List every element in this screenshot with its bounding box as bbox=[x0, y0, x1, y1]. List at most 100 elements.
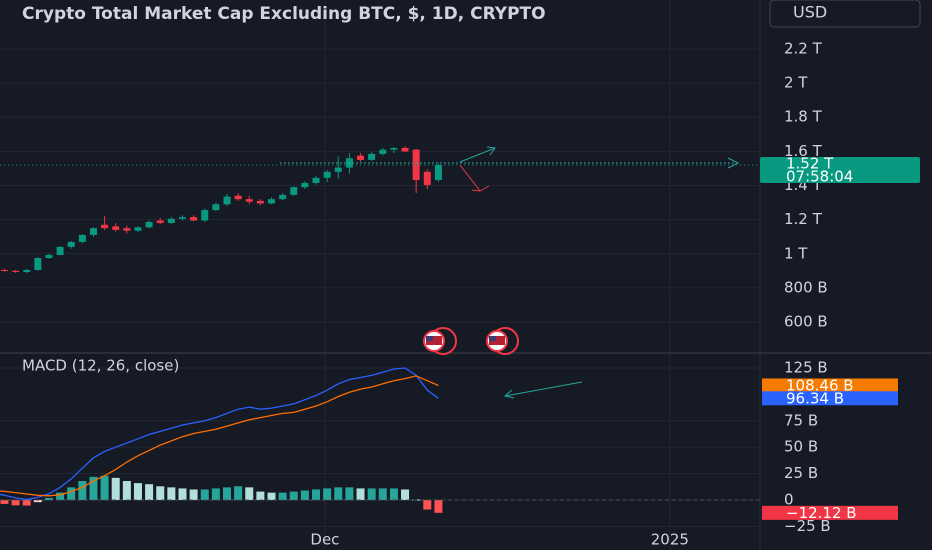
histogram-bar bbox=[378, 488, 387, 501]
histogram-bar bbox=[11, 500, 20, 506]
value-badge bbox=[762, 391, 898, 406]
histogram-bar bbox=[0, 500, 9, 504]
candle-body bbox=[268, 199, 276, 204]
histogram-bar bbox=[234, 486, 243, 501]
histogram-bar bbox=[256, 491, 265, 501]
candle-body bbox=[334, 167, 342, 172]
histogram-bar bbox=[267, 492, 276, 501]
y-tick-label: 1.6 T bbox=[784, 142, 823, 160]
candle-body bbox=[368, 153, 376, 160]
histogram-bar bbox=[323, 488, 332, 501]
candle-body bbox=[190, 217, 198, 221]
histogram-bar bbox=[67, 487, 76, 501]
histogram-bar bbox=[423, 500, 432, 510]
histogram-bar bbox=[189, 489, 198, 501]
candle-body bbox=[379, 149, 387, 154]
histogram-bar bbox=[133, 483, 142, 501]
histogram-bar bbox=[245, 487, 254, 501]
candle-body bbox=[134, 227, 142, 231]
histogram-bar bbox=[356, 488, 365, 501]
candle-body bbox=[234, 195, 242, 200]
y-tick-label: 800 B bbox=[784, 278, 828, 296]
indicator-title: MACD (12, 26, close) bbox=[22, 357, 179, 375]
histogram-bar bbox=[56, 492, 65, 501]
currency-button[interactable] bbox=[769, 0, 921, 28]
currency-label[interactable]: USD bbox=[793, 3, 827, 22]
candle-body bbox=[145, 222, 153, 228]
histogram-bar bbox=[100, 475, 109, 501]
candle-body bbox=[312, 177, 320, 183]
candle-body bbox=[67, 241, 75, 247]
y-tick-label: 2.2 T bbox=[784, 39, 823, 57]
y-tick-label: 1.8 T bbox=[784, 108, 823, 126]
drawn-arrow-down bbox=[459, 164, 481, 192]
candle-body bbox=[112, 226, 120, 230]
histogram-bar bbox=[167, 487, 176, 501]
value-badge-label: −12.12 B bbox=[786, 504, 857, 522]
histogram-bar bbox=[367, 488, 376, 501]
histogram-bar bbox=[300, 490, 309, 501]
histogram-bar bbox=[434, 500, 443, 513]
histogram-bar bbox=[278, 492, 287, 501]
value-badge-label: 108.46 B bbox=[786, 376, 854, 394]
candle-body bbox=[212, 204, 220, 211]
histogram-bar bbox=[312, 489, 321, 501]
candle-body bbox=[78, 234, 86, 242]
y-tick-label: 1 T bbox=[784, 244, 808, 262]
histogram-bar bbox=[178, 488, 187, 501]
value-badge bbox=[762, 378, 898, 393]
candle-body bbox=[123, 228, 131, 231]
candle-body bbox=[357, 155, 365, 160]
event-flag[interactable] bbox=[423, 327, 457, 355]
candle-body bbox=[56, 246, 64, 255]
candle-body bbox=[34, 258, 42, 270]
y-tick-label: −25 B bbox=[784, 517, 831, 535]
candle-body bbox=[178, 217, 186, 219]
event-flag[interactable] bbox=[486, 327, 519, 355]
candle-body bbox=[101, 224, 109, 229]
candle-body bbox=[45, 254, 53, 259]
y-tick-label: 0 bbox=[784, 491, 794, 509]
candle-body bbox=[201, 210, 209, 221]
countdown-label: 07:58:04 bbox=[786, 168, 853, 186]
candle-body bbox=[390, 147, 398, 150]
x-tick-label: Dec bbox=[310, 531, 339, 549]
histogram-bar bbox=[122, 481, 131, 501]
histogram-bar bbox=[44, 497, 53, 501]
candle-body bbox=[89, 228, 97, 235]
histogram-bar bbox=[78, 481, 87, 501]
y-tick-label: 50 B bbox=[784, 438, 818, 456]
drawn-arrowhead bbox=[471, 185, 490, 192]
y-tick-label: 600 B bbox=[784, 313, 828, 331]
candle-body bbox=[290, 187, 298, 195]
drawn-arrowhead bbox=[503, 389, 515, 399]
histogram-bar bbox=[389, 488, 398, 501]
last-price-label: 1.52 T bbox=[786, 155, 834, 173]
drawn-arrowhead bbox=[727, 157, 740, 169]
histogram-bar bbox=[111, 477, 120, 501]
drawn-arrow-up bbox=[459, 147, 496, 163]
candle-body bbox=[301, 182, 309, 188]
histogram-bar bbox=[401, 489, 410, 501]
candle-body bbox=[245, 199, 253, 202]
candle-body bbox=[434, 165, 442, 181]
drawn-arrowhead bbox=[486, 146, 496, 156]
histogram-bar bbox=[33, 500, 42, 503]
macd-line bbox=[0, 375, 439, 497]
drawn-arrow bbox=[504, 381, 583, 397]
candle-body bbox=[423, 171, 431, 185]
y-tick-label: 75 B bbox=[784, 411, 818, 429]
candle-body bbox=[223, 196, 231, 205]
candle-body bbox=[23, 269, 31, 273]
histogram-bar bbox=[89, 476, 98, 501]
histogram-bar bbox=[211, 488, 220, 501]
y-tick-label: 2 T bbox=[784, 74, 808, 92]
y-tick-label: 1.2 T bbox=[784, 210, 823, 228]
histogram-bar bbox=[145, 484, 154, 501]
macd-pane bbox=[0, 367, 760, 513]
candle-body bbox=[12, 270, 20, 273]
histogram-bar bbox=[345, 487, 354, 501]
histogram-bar bbox=[22, 500, 31, 506]
chart-title: Crypto Total Market Cap Excluding BTC, $… bbox=[22, 4, 546, 24]
